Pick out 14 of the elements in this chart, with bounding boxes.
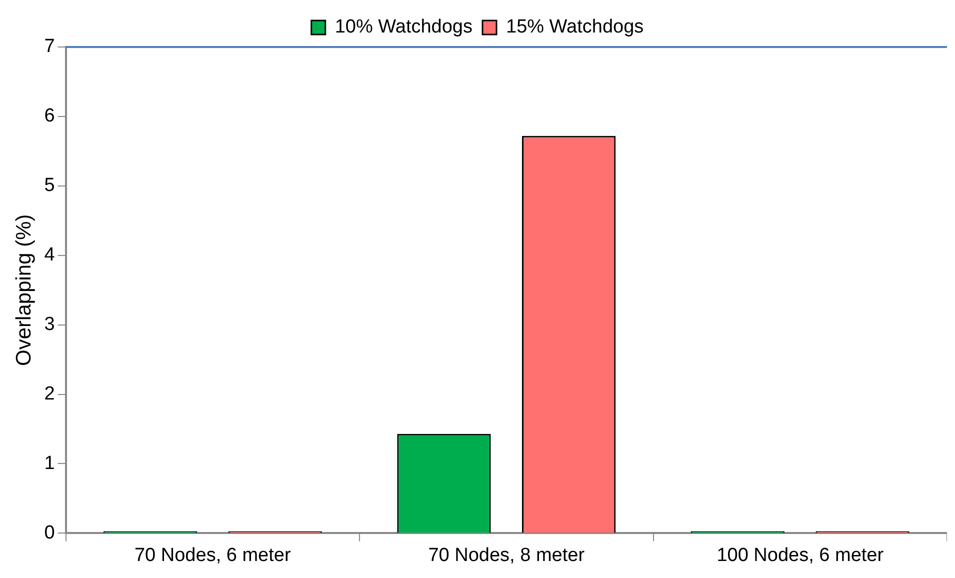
legend-label: 15% Watchdogs bbox=[506, 16, 644, 38]
y-tick-label: 0 bbox=[44, 522, 55, 544]
y-tick-label: 5 bbox=[44, 175, 55, 196]
y-tick-label: 3 bbox=[44, 314, 55, 336]
legend-label: 10% Watchdogs bbox=[334, 16, 473, 38]
x-tick-label: 70 Nodes, 6 meter bbox=[134, 544, 292, 566]
y-tick-label: 7 bbox=[44, 36, 55, 58]
x-tick-label: 70 Nodes, 8 meter bbox=[428, 544, 586, 566]
x-tick-label: 100 Nodes, 6 meter bbox=[716, 544, 884, 566]
y-tick-label: 1 bbox=[44, 452, 55, 474]
y-tick-label: 4 bbox=[44, 244, 56, 266]
y-tick-label: 2 bbox=[44, 384, 55, 405]
y-tick-label: 6 bbox=[44, 106, 55, 127]
y-axis-title: Overlapping (%) bbox=[12, 214, 36, 366]
